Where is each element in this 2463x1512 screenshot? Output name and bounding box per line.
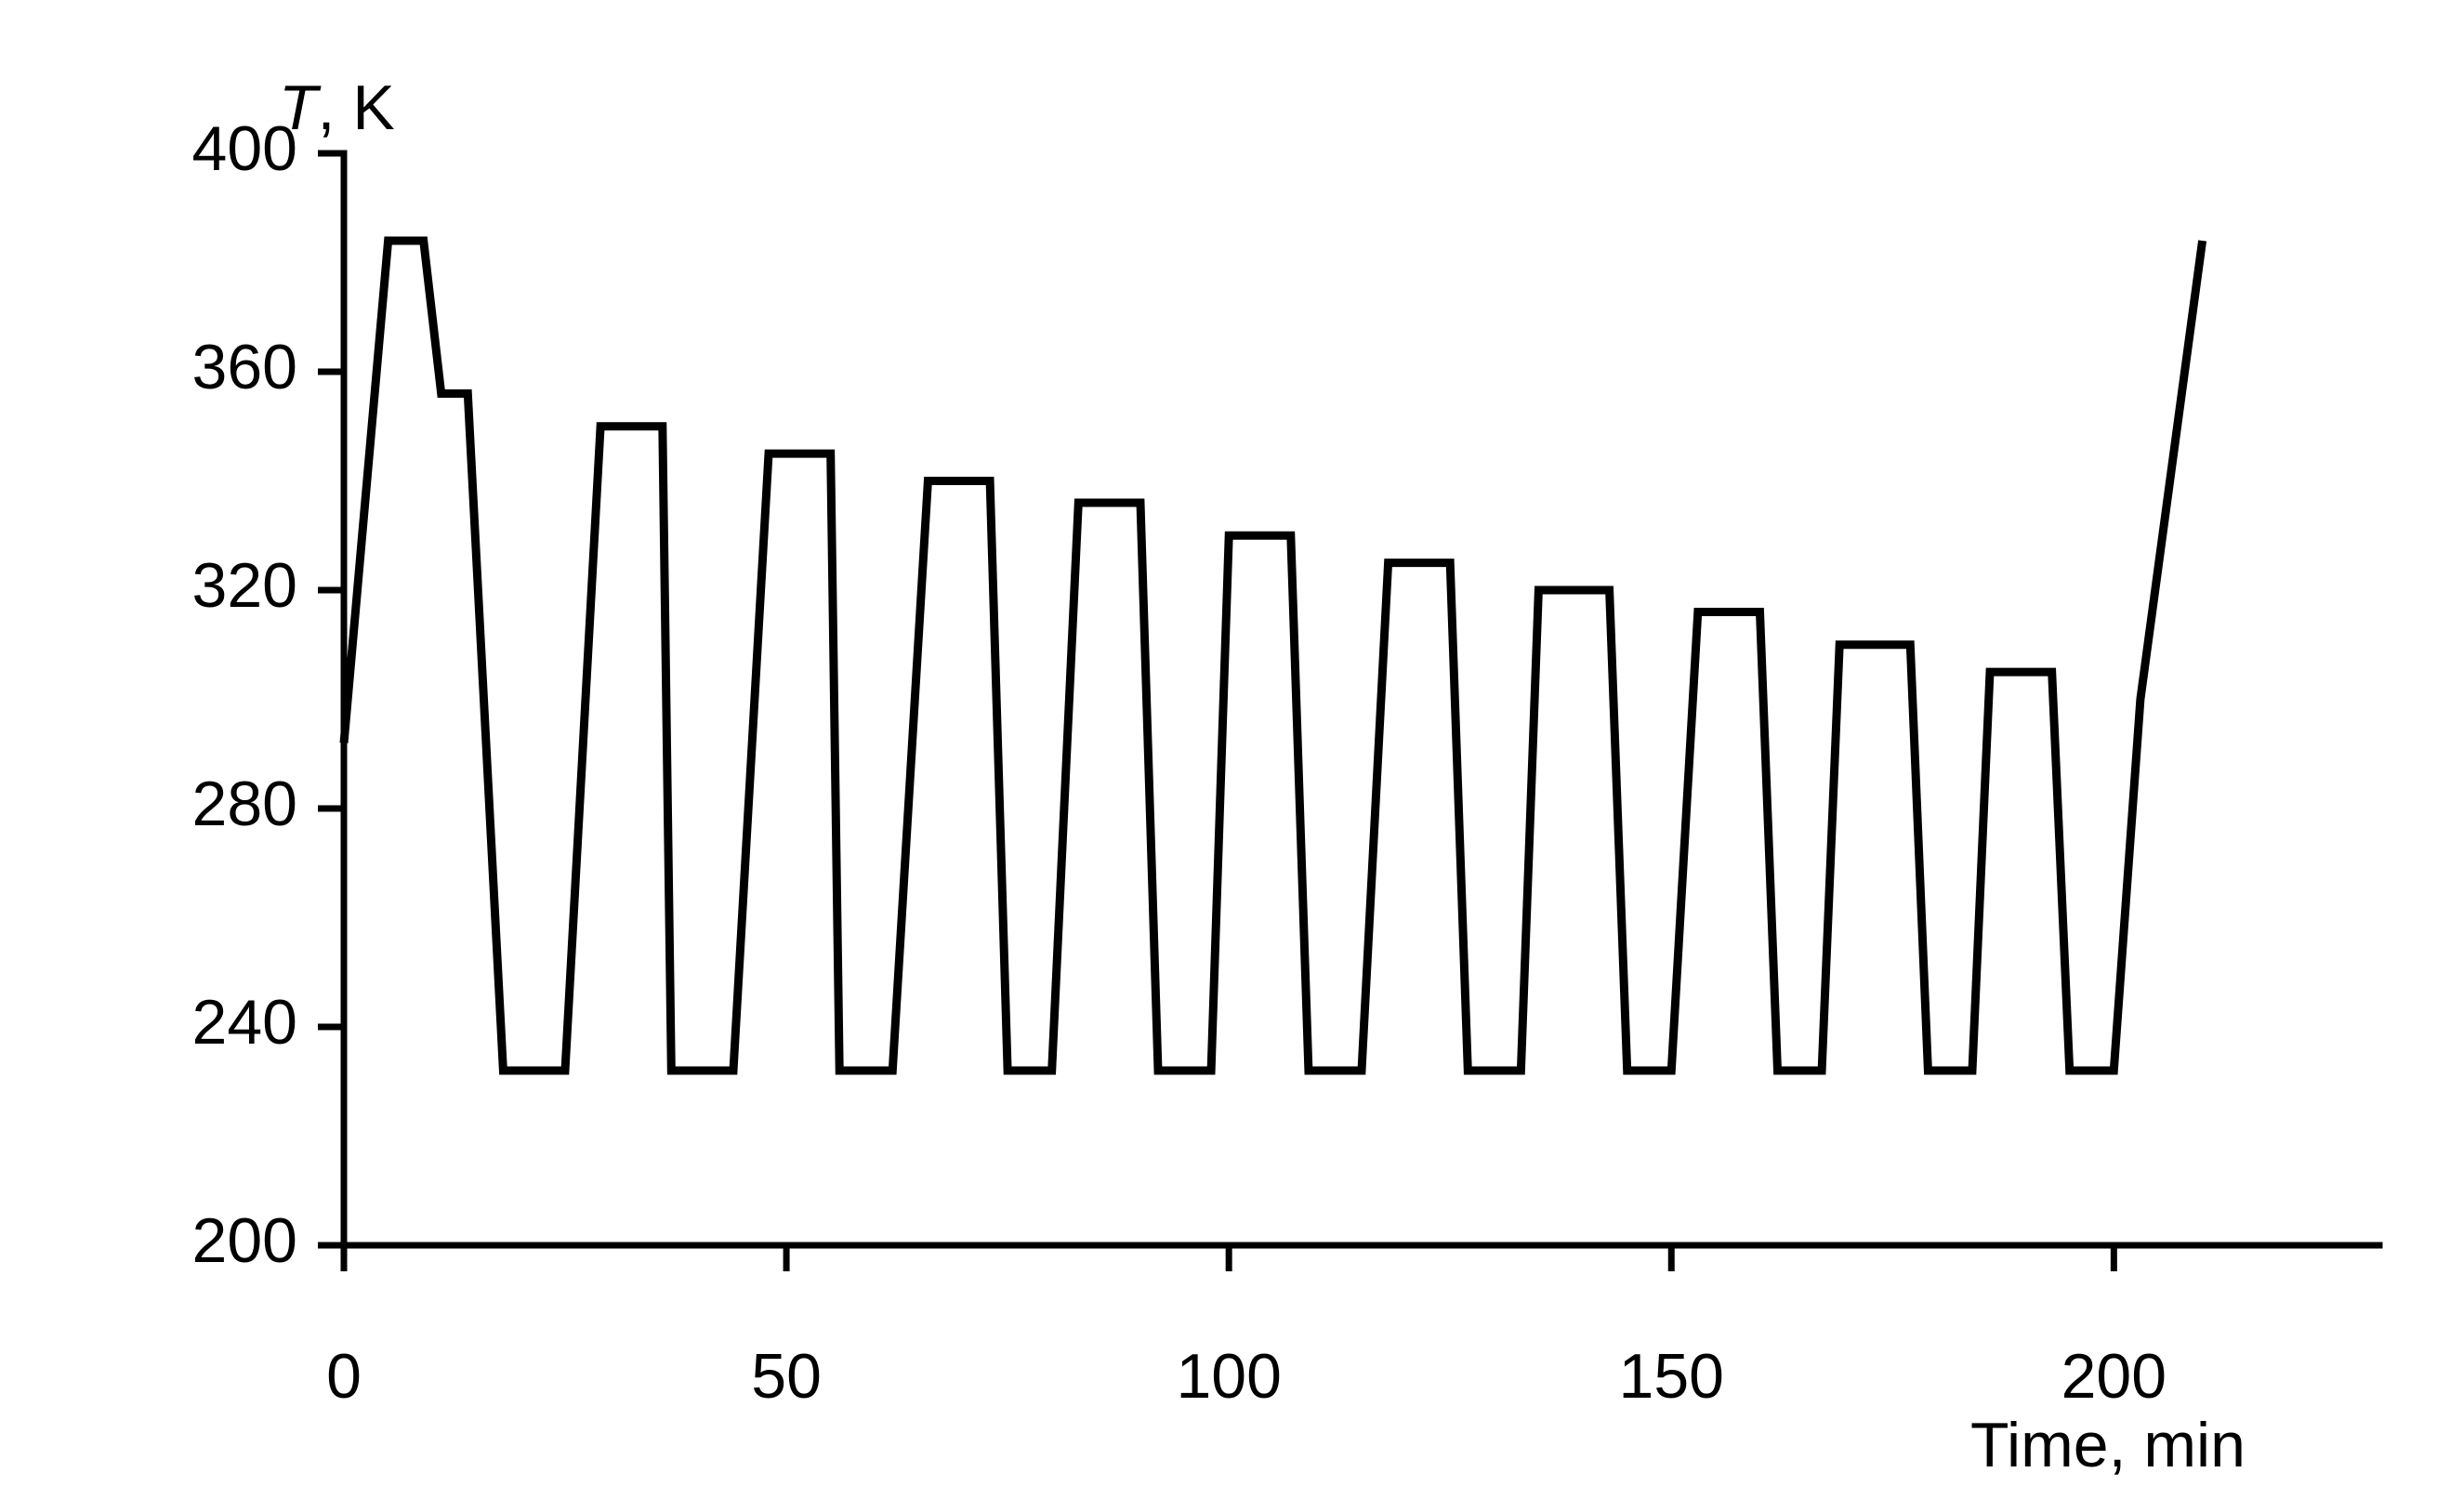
svg-text:320: 320: [192, 550, 297, 621]
temperature-time-chart: 200240280320360400050100150200T, KTime, …: [0, 0, 2463, 1512]
svg-text:240: 240: [192, 987, 297, 1058]
svg-text:100: 100: [1176, 1341, 1281, 1412]
svg-text:200: 200: [2061, 1341, 2167, 1412]
svg-text:200: 200: [192, 1205, 297, 1276]
svg-text:150: 150: [1619, 1341, 1724, 1412]
svg-text:T, K: T, K: [279, 72, 395, 143]
svg-text:360: 360: [192, 332, 297, 402]
svg-text:280: 280: [192, 769, 297, 839]
svg-text:Time, min: Time, min: [1970, 1410, 2246, 1480]
chart-svg: 200240280320360400050100150200T, KTime, …: [0, 0, 2463, 1512]
svg-text:0: 0: [326, 1341, 362, 1412]
svg-text:50: 50: [751, 1341, 822, 1412]
